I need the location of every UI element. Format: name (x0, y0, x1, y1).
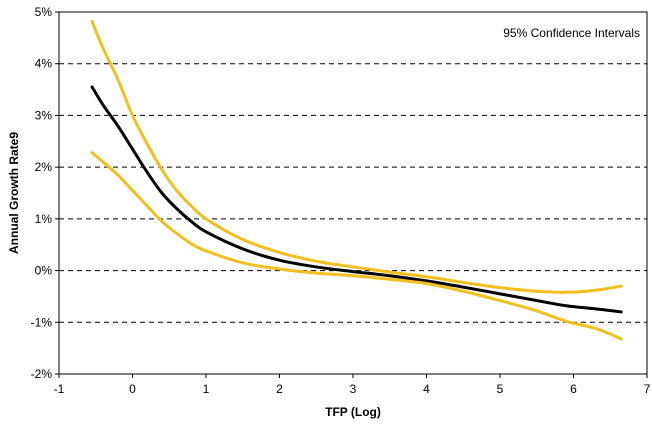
x-tick-label: 0 (129, 382, 136, 396)
x-tick-label: 1 (203, 382, 210, 396)
y-tick-label: -1% (31, 315, 53, 329)
series-layer (90, 19, 623, 341)
y-tick-label: -2% (31, 367, 53, 381)
y-tick-label: 2% (35, 160, 53, 174)
x-tick-label: 7 (644, 382, 651, 396)
series-line-upper-ci (90, 19, 623, 294)
legend-text: 95% Confidence Intervals (503, 26, 640, 40)
x-tick-label: 5 (497, 382, 504, 396)
y-tick-label: 3% (35, 108, 53, 122)
ticks-layer: -2% -1% 0% 1% 2% 3% 4% 5% -1 0 1 2 3 4 5 6 7 (31, 5, 651, 396)
x-tick-label: -1 (54, 382, 65, 396)
series-line-lower-ci (90, 151, 623, 341)
series-line-estimate (90, 85, 623, 314)
y-axis-title: Annual Growth Rate9 (7, 132, 21, 254)
x-tick-label: 6 (570, 382, 577, 396)
y-tick-label: 5% (35, 5, 53, 19)
x-tick-label: 4 (423, 382, 430, 396)
x-tick-label: 2 (276, 382, 283, 396)
y-tick-label: 0% (35, 264, 53, 278)
x-axis-title: TFP (Log) (325, 405, 381, 419)
grid-layer (59, 63, 647, 323)
plot-area-border (58, 11, 648, 375)
x-tick-label: 3 (350, 382, 357, 396)
y-tick-label: 4% (35, 57, 53, 71)
y-tick-label: 1% (35, 212, 53, 226)
